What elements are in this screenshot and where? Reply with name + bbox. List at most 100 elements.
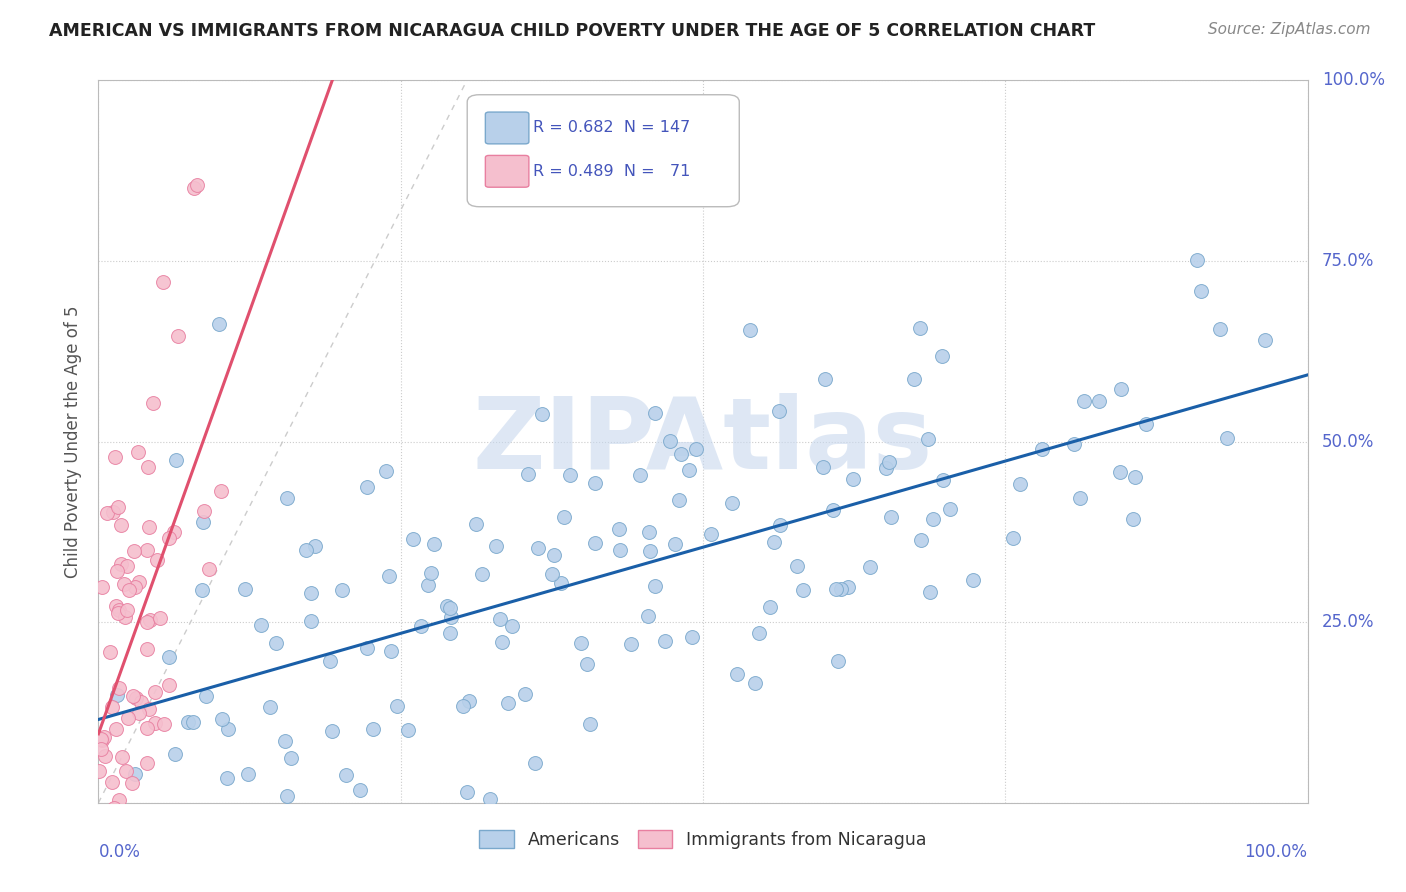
Americans xyxy=(259,700,281,714)
Americans xyxy=(458,694,481,708)
Immigrants from Nicaragua xyxy=(103,854,125,868)
Text: 50.0%: 50.0% xyxy=(1322,433,1375,450)
Text: 0.0%: 0.0% xyxy=(98,843,141,861)
Americans xyxy=(740,323,762,337)
Americans xyxy=(628,468,651,483)
Americans xyxy=(217,722,239,736)
Immigrants from Nicaragua xyxy=(112,577,135,591)
Immigrants from Nicaragua xyxy=(136,460,159,475)
Text: R = 0.489  N =   71: R = 0.489 N = 71 xyxy=(533,164,690,178)
Immigrants from Nicaragua xyxy=(96,854,118,868)
Immigrants from Nicaragua xyxy=(91,580,114,594)
Americans xyxy=(356,640,378,655)
Immigrants from Nicaragua xyxy=(115,602,138,616)
Text: R = 0.682  N = 147: R = 0.682 N = 147 xyxy=(533,120,690,136)
Americans xyxy=(917,432,939,446)
Americans xyxy=(550,576,572,591)
Americans xyxy=(759,600,782,615)
Americans xyxy=(1108,465,1130,479)
Americans xyxy=(725,667,748,681)
Americans xyxy=(827,654,849,668)
Immigrants from Nicaragua xyxy=(90,732,112,747)
Americans xyxy=(558,468,581,483)
Immigrants from Nicaragua xyxy=(153,717,176,731)
Americans xyxy=(1135,417,1157,432)
Americans xyxy=(744,676,766,690)
Americans xyxy=(124,766,146,780)
Americans xyxy=(439,609,461,624)
Immigrants from Nicaragua xyxy=(139,614,162,628)
Americans xyxy=(250,618,273,632)
Americans xyxy=(378,569,401,583)
Americans xyxy=(637,525,659,540)
Americans xyxy=(191,515,214,529)
Americans xyxy=(1185,252,1208,267)
Americans xyxy=(299,614,322,628)
Immigrants from Nicaragua xyxy=(128,706,150,721)
Americans xyxy=(451,699,474,714)
Americans xyxy=(903,372,925,386)
Immigrants from Nicaragua xyxy=(146,553,169,567)
Immigrants from Nicaragua xyxy=(105,564,128,578)
Legend: Americans, Immigrants from Nicaragua: Americans, Immigrants from Nicaragua xyxy=(472,823,934,855)
Immigrants from Nicaragua xyxy=(122,544,145,558)
Americans xyxy=(858,560,880,574)
Americans xyxy=(678,463,700,477)
FancyBboxPatch shape xyxy=(485,155,529,187)
Americans xyxy=(768,403,790,417)
Americans xyxy=(157,650,180,665)
Americans xyxy=(748,625,770,640)
Immigrants from Nicaragua xyxy=(107,681,129,695)
Americans xyxy=(191,583,214,598)
Immigrants from Nicaragua xyxy=(117,711,139,725)
Americans xyxy=(426,831,449,846)
Immigrants from Nicaragua xyxy=(117,558,139,573)
Americans xyxy=(465,517,488,532)
Americans xyxy=(491,635,513,649)
Immigrants from Nicaragua xyxy=(114,610,136,624)
Americans xyxy=(456,785,478,799)
Immigrants from Nicaragua xyxy=(96,506,118,520)
Immigrants from Nicaragua xyxy=(90,741,112,756)
Americans xyxy=(299,585,322,599)
Americans xyxy=(1122,511,1144,525)
Y-axis label: Child Poverty Under the Age of 5: Child Poverty Under the Age of 5 xyxy=(65,305,83,578)
Americans xyxy=(418,578,440,592)
Americans xyxy=(478,792,501,806)
Americans xyxy=(243,822,266,837)
Americans xyxy=(183,714,205,729)
Americans xyxy=(321,724,343,739)
Immigrants from Nicaragua xyxy=(110,750,132,764)
Americans xyxy=(1087,393,1109,408)
Immigrants from Nicaragua xyxy=(98,645,121,659)
Americans xyxy=(543,548,565,562)
Immigrants from Nicaragua xyxy=(138,520,160,534)
Americans xyxy=(380,644,402,658)
Americans xyxy=(165,452,187,467)
Immigrants from Nicaragua xyxy=(94,749,117,764)
Immigrants from Nicaragua xyxy=(125,691,148,706)
Americans xyxy=(420,566,443,580)
Americans xyxy=(295,543,318,558)
Americans xyxy=(349,831,371,846)
Americans xyxy=(583,536,606,550)
Americans xyxy=(620,637,643,651)
Americans xyxy=(814,372,837,386)
Americans xyxy=(436,599,458,613)
Americans xyxy=(439,626,461,640)
Americans xyxy=(962,573,984,587)
Americans xyxy=(1010,477,1032,491)
Americans xyxy=(356,480,378,494)
Americans xyxy=(439,601,461,615)
Americans xyxy=(208,317,231,331)
Immigrants from Nicaragua xyxy=(118,582,141,597)
Americans xyxy=(669,447,692,461)
Americans xyxy=(541,567,564,582)
FancyBboxPatch shape xyxy=(467,95,740,207)
Americans xyxy=(105,689,128,703)
Americans xyxy=(485,539,508,553)
Immigrants from Nicaragua xyxy=(93,731,115,745)
Immigrants from Nicaragua xyxy=(110,557,132,571)
Immigrants from Nicaragua xyxy=(143,684,166,698)
Americans xyxy=(576,657,599,671)
